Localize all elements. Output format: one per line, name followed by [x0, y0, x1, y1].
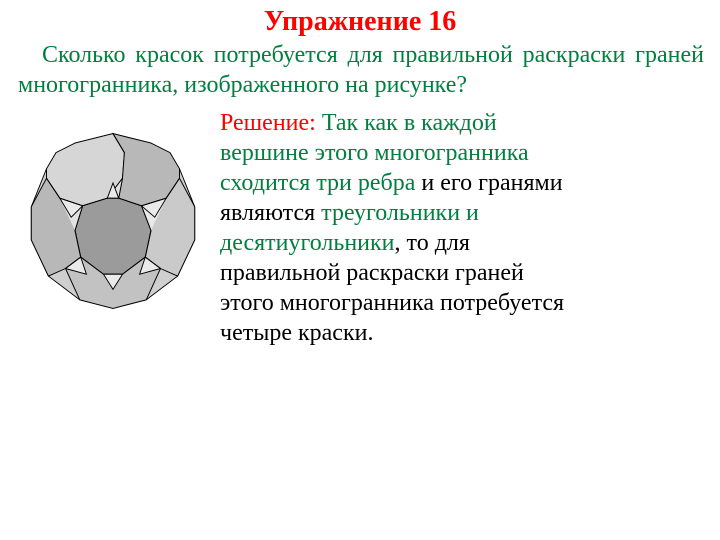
question-text: Сколько красок потребуется для правильно… [0, 38, 720, 100]
solution-text: Решение: Так как в каждой вершине этого … [218, 108, 704, 348]
sol-l8: четыре краски. [220, 320, 373, 346]
content-row: Решение: Так как в каждой вершине этого … [0, 100, 720, 348]
sol-l4b: треугольники и [321, 200, 479, 226]
sol-l5b: , то для [395, 230, 470, 256]
sol-l7: этого многогранника потребуется [220, 290, 564, 316]
solution-label: Решение: [220, 110, 316, 136]
page-title: Упражнение 16 [0, 0, 720, 38]
polyhedron-figure [18, 108, 218, 321]
sol-l2: вершине этого многогранника [220, 140, 529, 166]
sol-l5: десятиугольники [220, 230, 395, 256]
slide: Упражнение 16 Сколько красок потребуется… [0, 0, 720, 540]
sol-l6: правильной раскраски граней [220, 260, 524, 286]
polyhedron-icon [18, 126, 208, 316]
sol-l3: сходится три ребра [220, 170, 415, 196]
sol-l3b: и его гранями [415, 170, 562, 196]
sol-l1: Так как в каждой [322, 110, 497, 136]
sol-l4: являются [220, 200, 321, 226]
